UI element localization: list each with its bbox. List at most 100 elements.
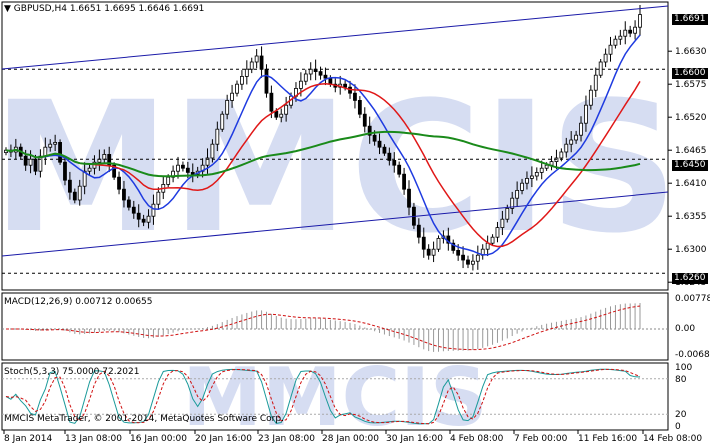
candle-body xyxy=(244,68,249,77)
candle-body xyxy=(515,189,520,199)
stoch-d-line xyxy=(5,368,641,425)
ma-slow-line xyxy=(5,130,641,178)
candle-body xyxy=(166,176,171,185)
candle-body xyxy=(279,113,284,118)
candle-body xyxy=(357,100,362,115)
candle-body xyxy=(274,110,279,118)
stoch-plot xyxy=(2,368,668,425)
chart-frames xyxy=(1,1,669,431)
candle-body xyxy=(77,185,82,201)
candle-body xyxy=(461,254,465,261)
price-label: 1.6410 xyxy=(675,179,707,189)
candle-body xyxy=(259,55,264,70)
candle-body xyxy=(176,164,180,172)
dropdown-triangle-icon[interactable]: ▼ xyxy=(4,4,11,14)
time-label: 14 Feb 08:00 xyxy=(643,434,702,444)
candle-body xyxy=(525,177,529,184)
candle-body xyxy=(564,143,569,153)
candle-body xyxy=(249,61,254,70)
candle-body xyxy=(303,73,308,82)
candle-body xyxy=(510,197,515,209)
price-label: 1.6300 xyxy=(675,245,707,255)
candle-body xyxy=(215,128,220,145)
candle-body xyxy=(402,173,406,190)
channel-upper xyxy=(1,5,669,70)
macd-title: MACD(12,26,9) 0.00712 0.00655 xyxy=(4,297,153,307)
price-label: 1.6630 xyxy=(675,47,707,57)
price-label: 1.6355 xyxy=(675,212,707,222)
candles xyxy=(4,5,642,271)
overlays xyxy=(1,5,669,274)
candle-body xyxy=(126,199,131,208)
candle-body xyxy=(574,134,579,141)
candle-body xyxy=(387,152,392,161)
candle-body xyxy=(33,158,38,172)
time-label: 30 Jan 16:00 xyxy=(386,434,443,444)
candle-body xyxy=(323,74,328,79)
candle-body xyxy=(58,141,62,163)
candle-body xyxy=(136,212,141,220)
candle-body xyxy=(225,100,230,115)
candle-body xyxy=(470,260,475,265)
candle-body xyxy=(367,125,372,136)
stoch-scale-label: 20 xyxy=(675,410,687,420)
macd-scale-label: -0.00684 xyxy=(675,350,710,360)
candle-body xyxy=(63,161,67,181)
candle-body xyxy=(67,179,72,193)
stoch-frame xyxy=(1,362,669,431)
candle-body xyxy=(156,191,161,205)
candle-body xyxy=(603,53,608,63)
candle-body xyxy=(185,167,190,173)
candle-body xyxy=(490,236,495,244)
candle-body xyxy=(372,134,377,142)
copyright-label: MMCIS MetaTrader, © 2001-2014, MetaQuote… xyxy=(4,414,284,424)
candle-body xyxy=(495,227,500,238)
candle-body xyxy=(529,175,534,179)
candle-body xyxy=(112,164,117,178)
candle-body xyxy=(318,71,323,76)
candle-body xyxy=(72,191,77,201)
candle-body xyxy=(353,92,357,101)
candle-body xyxy=(141,218,146,223)
candle-body xyxy=(431,248,436,256)
candle-body xyxy=(407,188,411,208)
stoch-scale-label: 0 xyxy=(675,422,681,432)
candle-body xyxy=(421,236,426,250)
stoch-scale-label: 100 xyxy=(675,363,692,373)
candle-body xyxy=(598,61,603,76)
ma-mid-line xyxy=(5,81,641,248)
ohlc-label: 1.6651 1.6695 1.6646 1.6691 xyxy=(69,4,205,14)
macd-plot xyxy=(2,303,668,352)
candle-body xyxy=(377,140,382,148)
candle-body xyxy=(131,206,136,214)
candle-body xyxy=(181,164,185,169)
candle-body xyxy=(210,143,215,159)
watermark-lower: MMCIS xyxy=(182,351,487,444)
candle-body xyxy=(475,254,480,262)
candle-body xyxy=(38,155,43,172)
candle-body xyxy=(593,74,598,91)
ma-fast-line xyxy=(5,34,641,256)
candle-body xyxy=(588,89,593,106)
current-price-tag: 1.6691 xyxy=(672,14,708,25)
stoch-scale-label: 80 xyxy=(675,375,687,385)
candle-body xyxy=(505,207,510,220)
macd-frame xyxy=(1,292,669,361)
candle-body xyxy=(520,182,524,191)
chart-title-bar: ▼ GBPUSD,H4 1.6651 1.6695 1.6646 1.6691 xyxy=(4,4,204,15)
candle-body xyxy=(48,143,53,148)
candle-body xyxy=(500,218,505,228)
candle-body xyxy=(284,104,289,115)
candle-body xyxy=(579,122,583,136)
level-tag-2: 1.6450 xyxy=(672,160,708,171)
level-tag-3: 1.6260 xyxy=(672,273,708,284)
candle-body xyxy=(23,155,28,166)
candle-body xyxy=(397,164,402,175)
candle-body xyxy=(264,68,269,94)
watermark: MMCIS MMCIS xyxy=(0,64,678,444)
candle-body xyxy=(554,157,559,162)
candle-body xyxy=(416,224,421,238)
candle-body xyxy=(190,171,195,175)
